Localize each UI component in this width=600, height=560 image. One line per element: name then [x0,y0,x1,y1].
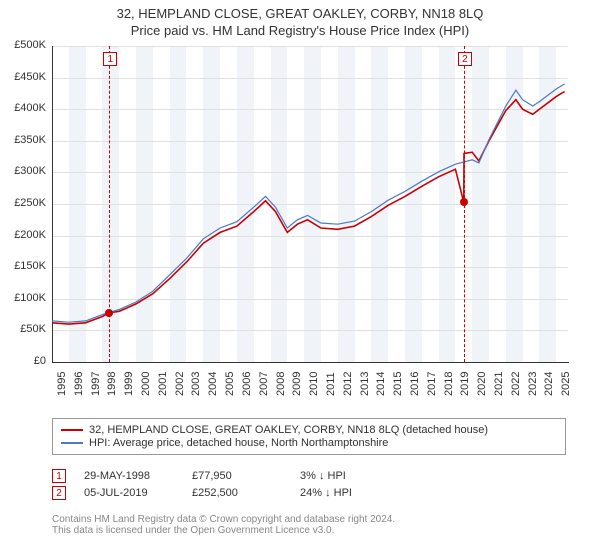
y-axis-label: £150K [2,260,46,272]
x-axis-label: 1995 [56,372,68,396]
sale-dot [105,309,113,317]
page-subtitle: Price paid vs. HM Land Registry's House … [0,23,600,38]
y-axis-label: £500K [2,39,46,51]
legend-item-price-paid: 32, HEMPLAND CLOSE, GREAT OAKLEY, CORBY,… [61,424,557,436]
event-marker-2: 2 [52,486,66,500]
x-axis-label: 2019 [459,372,471,396]
x-axis-label: 2012 [342,372,354,396]
sale-events-table: 1 29-MAY-1998 £77,950 3% ↓ HPI 2 05-JUL-… [52,466,390,503]
x-axis-label: 2011 [325,372,337,396]
y-axis-label: £250K [2,197,46,209]
x-axis-label: 2016 [409,372,421,396]
x-axis-label: 2000 [140,372,152,396]
x-axis-label: 2021 [493,372,505,396]
x-axis-label: 2023 [527,372,539,396]
x-axis-label: 2006 [241,372,253,396]
chart-plot-area: 12 [52,46,568,362]
event-marker-box: 1 [103,52,117,66]
y-axis-label: £450K [2,71,46,83]
sale-dot [460,198,468,206]
x-axis-label: 2014 [375,372,387,396]
x-axis-label: 2018 [443,372,455,396]
x-axis-label: 2017 [426,372,438,396]
event-date: 05-JUL-2019 [84,487,174,499]
page-title: 32, HEMPLAND CLOSE, GREAT OAKLEY, CORBY,… [0,6,600,21]
y-axis-label: £100K [2,292,46,304]
sale-event-row: 1 29-MAY-1998 £77,950 3% ↓ HPI [52,469,390,483]
x-axis-label: 2003 [190,372,202,396]
y-axis-label: £400K [2,102,46,114]
event-marker-box: 2 [458,52,472,66]
event-price: £252,500 [192,487,282,499]
event-delta: 3% ↓ HPI [300,470,390,482]
y-axis-label: £300K [2,165,46,177]
x-axis-label: 2024 [543,372,555,396]
sale-event-row: 2 05-JUL-2019 £252,500 24% ↓ HPI [52,486,390,500]
x-axis-label: 2009 [291,372,303,396]
event-delta: 24% ↓ HPI [300,487,390,499]
legend-label: HPI: Average price, detached house, Nort… [89,437,388,449]
x-axis-label: 2022 [510,372,522,396]
x-axis-label: 2015 [392,372,404,396]
event-marker-1: 1 [52,469,66,483]
y-axis-label: £350K [2,134,46,146]
footer-line: Contains HM Land Registry data © Crown c… [52,514,395,525]
legend-label: 32, HEMPLAND CLOSE, GREAT OAKLEY, CORBY,… [89,424,488,436]
footer-line: This data is licensed under the Open Gov… [52,525,395,536]
legend-box: 32, HEMPLAND CLOSE, GREAT OAKLEY, CORBY,… [52,418,566,455]
gridline [52,362,568,363]
x-axis-label: 2005 [224,372,236,396]
series-hpi [52,84,565,322]
x-axis-label: 1999 [123,372,135,396]
x-axis-label: 1996 [73,372,85,396]
y-axis-label: £200K [2,229,46,241]
x-axis-label: 2007 [258,372,270,396]
chart-lines [52,46,568,362]
y-axis-label: £0 [2,355,46,367]
y-axis-label: £50K [2,323,46,335]
x-axis-label: 2010 [308,372,320,396]
legend-swatch [61,429,83,431]
x-axis-label: 1998 [106,372,118,396]
x-axis-label: 2004 [207,372,219,396]
x-axis-label: 2013 [359,372,371,396]
event-date: 29-MAY-1998 [84,470,174,482]
legend-item-hpi: HPI: Average price, detached house, Nort… [61,437,557,449]
x-axis-label: 2008 [275,372,287,396]
event-price: £77,950 [192,470,282,482]
x-axis-label: 2025 [560,372,572,396]
series-price_paid [52,92,565,325]
x-axis-label: 2001 [157,372,169,396]
legend-swatch [61,442,83,444]
footer-text: Contains HM Land Registry data © Crown c… [52,514,395,536]
x-axis-label: 2020 [476,372,488,396]
x-axis-label: 1997 [90,372,102,396]
x-axis-label: 2002 [174,372,186,396]
